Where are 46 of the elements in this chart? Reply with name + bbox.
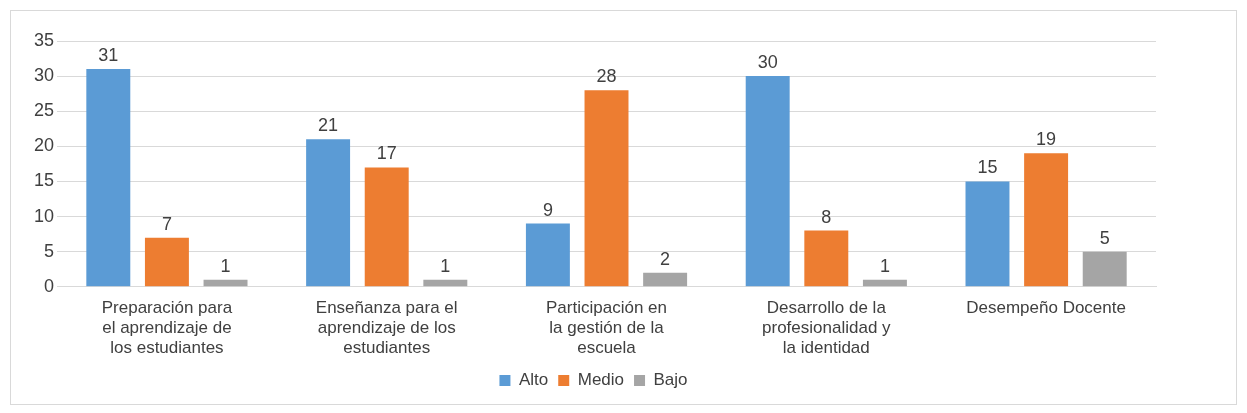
data-label: 17	[376, 143, 397, 164]
bar	[643, 272, 688, 287]
y-tick-label: 25	[33, 100, 55, 121]
bar	[144, 237, 189, 287]
data-label: 21	[318, 115, 339, 136]
data-label: 1	[220, 255, 231, 276]
bar	[86, 69, 131, 287]
bar	[1082, 251, 1127, 287]
y-tick-label: 15	[33, 170, 55, 191]
y-tick-label: 0	[44, 275, 55, 296]
data-label: 15	[977, 157, 998, 178]
data-label: 1	[879, 255, 890, 276]
x-tick-label: Desarrollo de la profesionalidad y la identidad	[762, 297, 892, 358]
y-tick-label: 10	[33, 205, 55, 226]
bar	[584, 90, 629, 287]
bar	[804, 230, 849, 287]
bar	[965, 181, 1010, 287]
data-label: 9	[542, 199, 553, 220]
y-tick-label: 35	[33, 29, 55, 50]
data-label: 28	[596, 66, 617, 87]
data-label: 31	[98, 45, 119, 66]
y-tick-label: 5	[44, 240, 55, 261]
x-tick-label: Desempeño Docente	[966, 297, 1126, 317]
data-label: 7	[161, 213, 172, 234]
x-tick-label: Participación en la gestión de la escuela	[546, 297, 667, 358]
x-tick-label: Preparación para el aprendizaje de los estudiantes	[101, 297, 233, 358]
bar	[423, 279, 468, 287]
legend-label: Medio	[577, 370, 625, 390]
y-tick-label: 20	[33, 135, 55, 156]
data-label: 30	[757, 52, 778, 73]
data-label: 5	[1099, 227, 1110, 248]
x-tick-label: Enseñanza para el aprendizaje de los estudiantes	[315, 297, 458, 358]
bar	[203, 279, 248, 287]
bar	[364, 167, 409, 287]
legend-label: Alto	[518, 370, 549, 390]
bar	[862, 279, 907, 287]
data-label: 1	[440, 255, 451, 276]
bar	[1024, 153, 1069, 287]
data-label: 19	[1036, 129, 1057, 150]
bar	[525, 223, 570, 287]
bar	[745, 76, 790, 287]
legend-label: Bajo	[653, 370, 688, 390]
data-label: 2	[660, 248, 671, 269]
data-label: 8	[821, 206, 832, 227]
y-tick-label: 30	[33, 65, 55, 86]
bar	[306, 139, 351, 287]
